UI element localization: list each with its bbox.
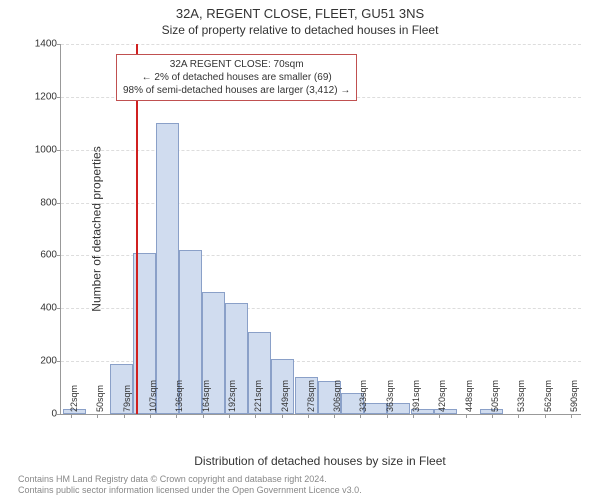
y-tick-label: 0 xyxy=(23,409,57,420)
x-tick-label: 278sqm xyxy=(306,380,316,412)
y-tick-mark xyxy=(57,44,61,45)
x-tick-label: 590sqm xyxy=(569,380,579,412)
plot-region: 020040060080010001200140022sqm50sqm79sqm… xyxy=(60,44,581,415)
x-tick-mark xyxy=(150,414,151,418)
x-tick-mark xyxy=(229,414,230,418)
y-tick-label: 800 xyxy=(23,197,57,208)
y-tick-label: 600 xyxy=(23,250,57,261)
x-tick-mark xyxy=(571,414,572,418)
x-tick-label: 22sqm xyxy=(69,385,79,412)
y-tick-label: 1000 xyxy=(23,144,57,155)
chart-subtitle: Size of property relative to detached ho… xyxy=(0,23,600,39)
x-tick-label: 50sqm xyxy=(95,385,105,412)
x-tick-mark xyxy=(492,414,493,418)
y-tick-label: 200 xyxy=(23,356,57,367)
x-tick-label: 505sqm xyxy=(490,380,500,412)
annotation-line: 32A REGENT CLOSE: 70sqm xyxy=(123,58,350,71)
footer-attribution: Contains HM Land Registry data © Crown c… xyxy=(18,474,362,497)
y-tick-mark xyxy=(57,97,61,98)
y-tick-mark xyxy=(57,203,61,204)
x-tick-label: 249sqm xyxy=(280,380,290,412)
x-tick-mark xyxy=(282,414,283,418)
y-tick-mark xyxy=(57,150,61,151)
y-tick-label: 1200 xyxy=(23,91,57,102)
x-tick-label: 533sqm xyxy=(516,380,526,412)
x-tick-mark xyxy=(466,414,467,418)
x-tick-mark xyxy=(308,414,309,418)
annotation-line: 98% of semi-detached houses are larger (… xyxy=(123,84,350,97)
histogram-bar xyxy=(156,123,179,414)
y-tick-label: 1400 xyxy=(23,39,57,50)
x-tick-label: 333sqm xyxy=(358,380,368,412)
x-tick-label: 420sqm xyxy=(437,380,447,412)
x-tick-label: 221sqm xyxy=(253,380,263,412)
y-tick-mark xyxy=(57,361,61,362)
x-tick-mark xyxy=(203,414,204,418)
x-tick-mark xyxy=(518,414,519,418)
gridline xyxy=(61,44,581,45)
x-tick-mark xyxy=(124,414,125,418)
y-tick-label: 400 xyxy=(23,303,57,314)
x-tick-label: 363sqm xyxy=(385,380,395,412)
x-tick-mark xyxy=(176,414,177,418)
x-tick-mark xyxy=(255,414,256,418)
x-tick-label: 164sqm xyxy=(201,380,211,412)
y-tick-mark xyxy=(57,414,61,415)
footer-line-1: Contains HM Land Registry data © Crown c… xyxy=(18,474,362,485)
y-tick-mark xyxy=(57,308,61,309)
x-tick-label: 192sqm xyxy=(227,380,237,412)
x-tick-label: 391sqm xyxy=(411,380,421,412)
x-tick-mark xyxy=(439,414,440,418)
x-tick-label: 79sqm xyxy=(122,385,132,412)
x-axis-label: Distribution of detached houses by size … xyxy=(60,454,580,468)
x-tick-mark xyxy=(97,414,98,418)
x-tick-label: 136sqm xyxy=(174,380,184,412)
x-tick-label: 306sqm xyxy=(332,380,342,412)
x-tick-mark xyxy=(71,414,72,418)
chart-area: Number of detached properties 0200400600… xyxy=(60,44,580,414)
footer-line-2: Contains public sector information licen… xyxy=(18,485,362,496)
annotation-line: ← 2% of detached houses are smaller (69) xyxy=(123,71,350,84)
x-tick-mark xyxy=(360,414,361,418)
x-tick-mark xyxy=(413,414,414,418)
annotation-box: 32A REGENT CLOSE: 70sqm← 2% of detached … xyxy=(116,54,357,101)
y-tick-mark xyxy=(57,255,61,256)
x-tick-label: 107sqm xyxy=(148,380,158,412)
x-tick-mark xyxy=(334,414,335,418)
x-tick-mark xyxy=(545,414,546,418)
x-tick-label: 562sqm xyxy=(543,380,553,412)
chart-title: 32A, REGENT CLOSE, FLEET, GU51 3NS xyxy=(0,0,600,23)
x-tick-mark xyxy=(387,414,388,418)
gridline xyxy=(61,203,581,204)
x-tick-label: 448sqm xyxy=(464,380,474,412)
gridline xyxy=(61,150,581,151)
chart-container: 32A, REGENT CLOSE, FLEET, GU51 3NS Size … xyxy=(0,0,600,500)
